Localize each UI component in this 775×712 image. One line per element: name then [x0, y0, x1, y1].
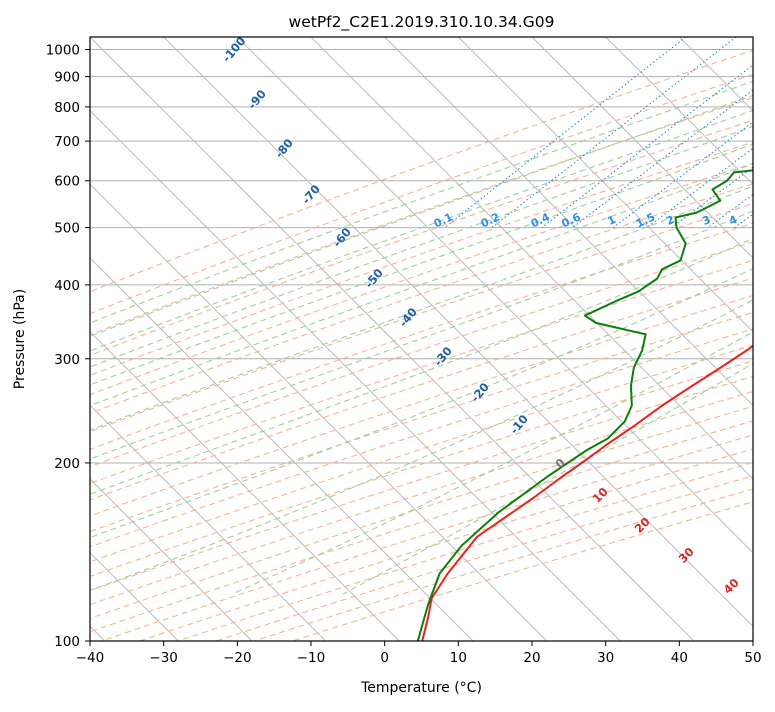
axes: −40 −30 −20 −10 0 10 20 30 40 50 100 200 300 400 500 60… [46, 43, 762, 666]
dry-adiabat-line [90, 119, 753, 357]
temperature-profile [421, 344, 753, 641]
moist-adiabat-line [90, 80, 753, 324]
moist-adiabat-line [90, 185, 753, 431]
x-tick-label: 10 [450, 650, 467, 666]
moist-adiabat-line [90, 210, 753, 460]
isotherm-line [90, 330, 400, 641]
y-tick-label: 700 [54, 134, 80, 150]
x-tick-label: 40 [671, 650, 688, 666]
moist-adiabat-line [90, 299, 753, 592]
isotherm-line [752, 37, 753, 38]
isotherm-line [457, 37, 753, 333]
y-tick-label: 400 [54, 278, 80, 294]
dry-adiabat-line [90, 328, 753, 548]
isotherm-line [236, 37, 753, 554]
y-axis-label: Pressure (hPa) [12, 289, 28, 389]
dry-adiabat-line [139, 448, 753, 641]
x-axis-label: Temperature (°C) [360, 680, 482, 696]
moist-adiabat-line [231, 331, 753, 595]
moist-adiabat-line [90, 109, 753, 352]
dry-adiabat-line [292, 501, 753, 641]
x-tick-label: 0 [380, 650, 389, 666]
x-tick-label: −10 [297, 650, 326, 666]
mixing-ratio-line [671, 166, 753, 229]
isotherm-line [310, 37, 753, 480]
dry-adiabat-line [90, 222, 753, 450]
y-tick-label: 100 [54, 634, 80, 650]
y-tick-label: 800 [54, 100, 80, 116]
moist-adiabat-line [90, 163, 753, 407]
isotherm-line [90, 37, 695, 641]
y-tick-label: 600 [54, 174, 80, 190]
isotherm-line [90, 404, 327, 641]
x-tick-label: 50 [744, 650, 761, 666]
background-lines [90, 37, 753, 641]
chart-title: wetPf2_C2E1.2019.310.10.34.G09 [289, 13, 555, 32]
isotherm-line [90, 183, 548, 641]
x-tick-label: −40 [76, 650, 105, 666]
dry-adiabat-line [90, 375, 753, 592]
y-tick-label: 200 [54, 456, 80, 472]
dry-adiabat-line [253, 488, 753, 641]
x-tick-label: 30 [597, 650, 614, 666]
dry-adiabat-line [90, 344, 753, 563]
isotherm-line [384, 37, 753, 407]
dry-adiabat-line [90, 203, 753, 433]
x-tick-label: −30 [149, 650, 178, 666]
mixing-ratio-line [572, 89, 753, 229]
y-tick-label: 300 [54, 352, 80, 368]
x-tick-label: 20 [523, 650, 540, 666]
moist-adiabat-line [90, 125, 753, 368]
isotherm-line [90, 109, 621, 641]
dry-adiabat-line [90, 141, 753, 376]
dry-adiabat-line [90, 360, 753, 577]
dry-adiabat-line [90, 162, 753, 396]
profile-lines [416, 169, 753, 641]
y-tick-label: 500 [54, 221, 80, 237]
dry-adiabat-line [90, 97, 753, 336]
dewpoint-profile [416, 169, 753, 641]
isotherm-line [605, 37, 753, 186]
isotherm-line [163, 37, 753, 628]
plot-background [90, 37, 753, 641]
y-tick-label: 900 [54, 70, 80, 86]
plot-frame [89, 36, 754, 642]
dry-adiabat-line [215, 475, 753, 641]
x-tick-label: −20 [223, 650, 252, 666]
y-tick-label: 1000 [46, 43, 80, 59]
dry-adiabat-line [90, 183, 753, 414]
isotherm-line [90, 257, 474, 641]
mixing-ratio-line [541, 64, 753, 229]
dry-adiabat-line [177, 461, 753, 641]
